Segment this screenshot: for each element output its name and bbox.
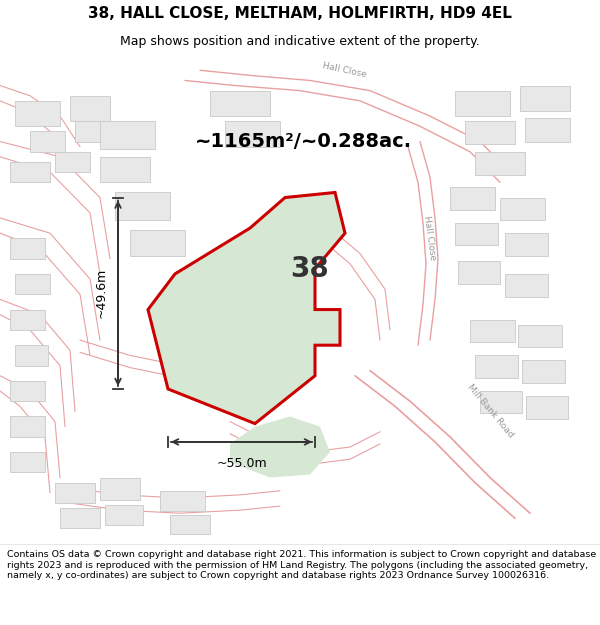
- Polygon shape: [148, 192, 345, 424]
- Text: ~55.0m: ~55.0m: [216, 458, 267, 470]
- Polygon shape: [526, 396, 568, 419]
- Polygon shape: [70, 96, 110, 121]
- Polygon shape: [55, 152, 90, 172]
- Polygon shape: [455, 223, 498, 246]
- Polygon shape: [130, 230, 185, 256]
- Polygon shape: [15, 345, 48, 366]
- Polygon shape: [100, 121, 155, 149]
- Polygon shape: [10, 381, 45, 401]
- Text: ~1165m²/~0.288ac.: ~1165m²/~0.288ac.: [195, 132, 412, 151]
- Polygon shape: [505, 233, 548, 256]
- Polygon shape: [480, 391, 522, 413]
- Polygon shape: [10, 416, 45, 437]
- Polygon shape: [465, 121, 515, 144]
- Polygon shape: [15, 274, 50, 294]
- Polygon shape: [470, 320, 515, 342]
- Polygon shape: [30, 131, 65, 152]
- Polygon shape: [522, 361, 565, 383]
- Polygon shape: [10, 452, 45, 472]
- Polygon shape: [225, 121, 280, 147]
- Text: ~49.6m: ~49.6m: [95, 268, 108, 318]
- Polygon shape: [450, 188, 495, 210]
- Polygon shape: [500, 198, 545, 220]
- Polygon shape: [100, 157, 150, 182]
- Text: Map shows position and indicative extent of the property.: Map shows position and indicative extent…: [120, 35, 480, 48]
- Text: Hall Close: Hall Close: [422, 216, 437, 261]
- Polygon shape: [75, 121, 105, 141]
- Text: Mill Bank Road: Mill Bank Road: [465, 383, 515, 440]
- Polygon shape: [165, 264, 280, 381]
- Text: 38, HALL CLOSE, MELTHAM, HOLMFIRTH, HD9 4EL: 38, HALL CLOSE, MELTHAM, HOLMFIRTH, HD9 …: [88, 6, 512, 21]
- Polygon shape: [160, 491, 205, 511]
- Text: 38: 38: [290, 255, 329, 283]
- Polygon shape: [10, 162, 50, 182]
- Polygon shape: [10, 309, 45, 330]
- Polygon shape: [210, 91, 270, 116]
- Polygon shape: [115, 192, 170, 220]
- Polygon shape: [518, 325, 562, 348]
- Polygon shape: [458, 261, 500, 284]
- Polygon shape: [230, 416, 330, 478]
- Polygon shape: [170, 515, 210, 534]
- Polygon shape: [505, 274, 548, 298]
- Polygon shape: [520, 86, 570, 111]
- Polygon shape: [475, 152, 525, 175]
- Polygon shape: [10, 238, 45, 259]
- Polygon shape: [60, 508, 100, 529]
- Text: Contains OS data © Crown copyright and database right 2021. This information is : Contains OS data © Crown copyright and d…: [7, 550, 596, 580]
- Polygon shape: [525, 118, 570, 141]
- Polygon shape: [55, 482, 95, 503]
- Polygon shape: [475, 356, 518, 377]
- Polygon shape: [15, 101, 60, 126]
- Text: Hall Close: Hall Close: [322, 61, 368, 79]
- Polygon shape: [105, 505, 143, 526]
- Polygon shape: [100, 478, 140, 500]
- Polygon shape: [455, 91, 510, 116]
